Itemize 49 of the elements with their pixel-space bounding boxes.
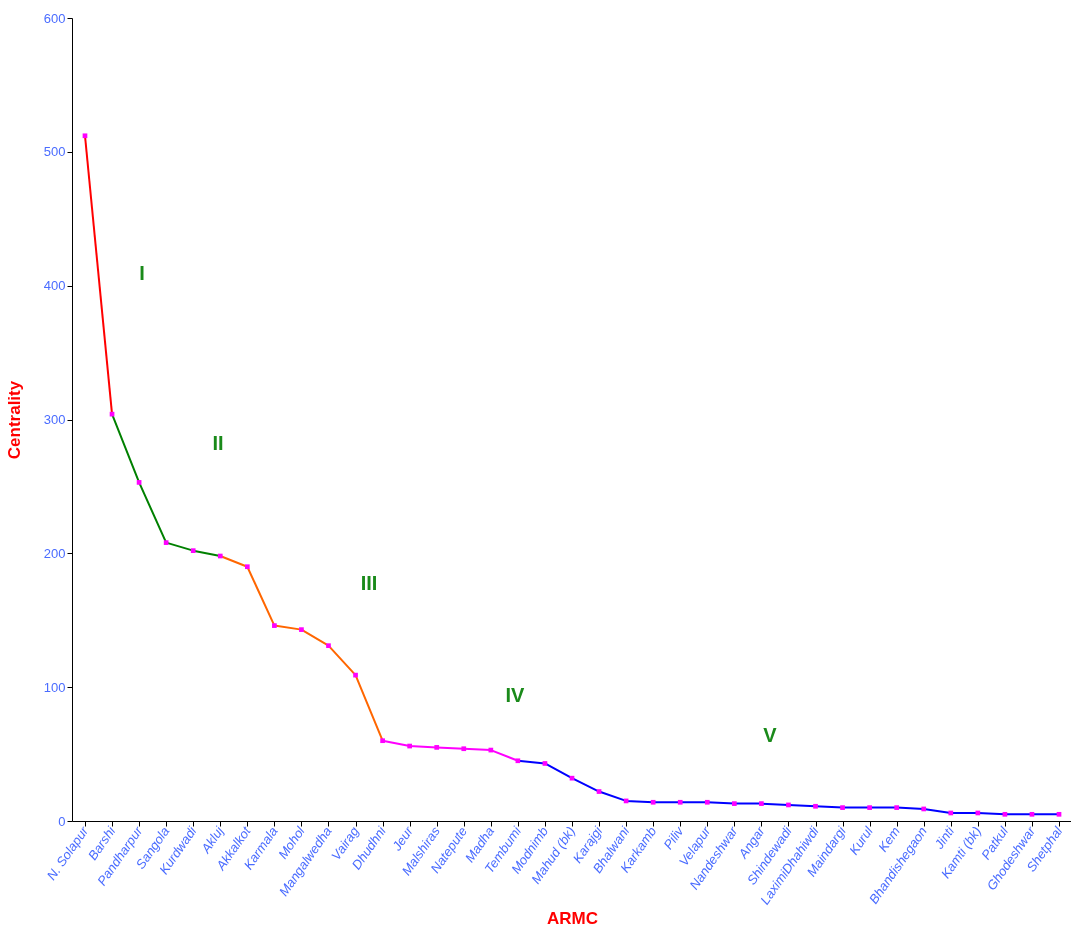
point <box>650 799 656 805</box>
point <box>407 743 413 749</box>
point <box>326 643 331 649</box>
point <box>272 623 277 628</box>
annotation: I <box>139 262 145 284</box>
point <box>840 805 845 810</box>
point <box>921 806 927 812</box>
point <box>488 747 494 753</box>
annotation: III <box>360 572 378 594</box>
point <box>677 799 683 805</box>
point <box>244 564 250 570</box>
point <box>217 553 223 559</box>
point <box>515 758 521 764</box>
point <box>380 738 385 744</box>
point <box>190 548 196 553</box>
point <box>596 789 602 794</box>
x-axis-title: ARMC <box>547 909 598 929</box>
point <box>948 810 954 816</box>
point <box>1056 811 1062 817</box>
point <box>569 775 575 781</box>
point <box>353 672 358 678</box>
point <box>704 799 710 805</box>
point <box>759 801 764 806</box>
point <box>731 801 737 806</box>
annotation: II <box>212 432 224 454</box>
y-tick-label: 0 <box>58 813 66 829</box>
point <box>163 540 169 545</box>
point <box>136 480 142 485</box>
point <box>894 805 900 810</box>
point <box>813 803 818 809</box>
point <box>786 802 791 808</box>
point <box>1029 811 1035 817</box>
annotation: IV <box>505 684 526 706</box>
y-tick-label: 200 <box>43 545 66 561</box>
point <box>542 761 548 766</box>
point <box>461 746 467 752</box>
point <box>82 133 88 139</box>
point <box>1002 811 1008 817</box>
annotation: V <box>763 724 778 746</box>
y-tick-label: 300 <box>43 412 66 427</box>
y-tick-label: 400 <box>43 278 66 294</box>
y-tick-label: 100 <box>43 679 66 695</box>
point <box>299 627 304 632</box>
point <box>434 745 440 750</box>
y-axis-title: Centrality <box>4 380 24 460</box>
y-tick-label: 500 <box>43 144 66 160</box>
y-tick-label: 600 <box>43 10 66 26</box>
point <box>867 805 872 810</box>
point <box>975 810 981 816</box>
